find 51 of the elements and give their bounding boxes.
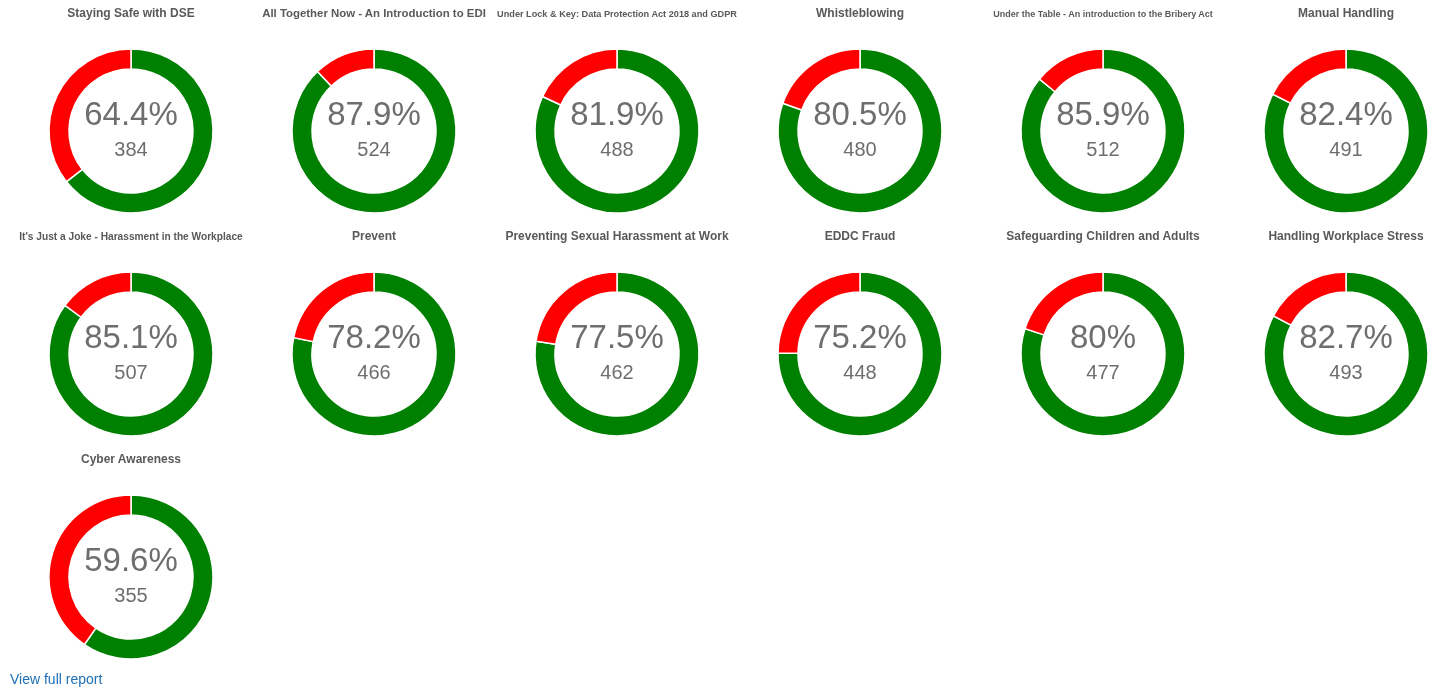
text: 64.4% bbox=[84, 95, 178, 132]
text: View full report bbox=[10, 671, 103, 687]
donut-slice bbox=[1020, 48, 1186, 214]
chart-title: Handling Workplace Stress bbox=[1268, 229, 1424, 243]
text: 78.2% bbox=[327, 318, 421, 355]
chart-title: All Together Now - An Introduction to EDI bbox=[262, 7, 486, 19]
text: 477 bbox=[1086, 361, 1120, 383]
donut-slice bbox=[534, 48, 700, 214]
chart-title: Under Lock & Key: Data Protection Act 2018 and GDPR bbox=[497, 9, 738, 19]
chart-title: It's Just a Joke - Harassment in the Workplace bbox=[19, 231, 244, 242]
donut-slice bbox=[534, 271, 700, 437]
text: 80% bbox=[1069, 318, 1137, 355]
text: 491 bbox=[1329, 138, 1363, 160]
chart-title: EDDC Fraud bbox=[824, 229, 896, 243]
text: 355 bbox=[114, 584, 148, 606]
donut-slice bbox=[1020, 271, 1186, 437]
text: 81.9% bbox=[570, 95, 664, 132]
text: 80.5% bbox=[813, 95, 907, 132]
donut-slice bbox=[291, 271, 457, 437]
text: 384 bbox=[114, 138, 148, 160]
donut-slice bbox=[777, 48, 943, 214]
text: 85.1% bbox=[84, 318, 178, 355]
text: 87.9% bbox=[327, 95, 421, 132]
text: 448 bbox=[843, 361, 877, 383]
chart-title: Prevent bbox=[351, 229, 397, 243]
text: 82.4% bbox=[1299, 95, 1393, 132]
text: 524 bbox=[357, 138, 391, 160]
chart-title: Whistleblowing bbox=[816, 6, 904, 20]
chart-title: Staying Safe with DSE bbox=[67, 6, 195, 20]
donut-slice bbox=[1263, 271, 1429, 437]
donut-slice bbox=[1263, 48, 1429, 214]
donut-slice bbox=[48, 271, 214, 437]
text: 462 bbox=[600, 361, 634, 383]
text: 75.2% bbox=[813, 318, 907, 355]
text: 493 bbox=[1329, 361, 1363, 383]
donut-slice bbox=[291, 48, 457, 214]
text: 77.5% bbox=[570, 318, 664, 355]
chart-title: Cyber Awareness bbox=[80, 452, 182, 466]
text: 85.9% bbox=[1056, 95, 1150, 132]
chart-title: Preventing Sexual Harassment at Work bbox=[505, 229, 729, 243]
text: 507 bbox=[114, 361, 148, 383]
chart-title: Manual Handling bbox=[1298, 6, 1394, 20]
text: 59.6% bbox=[84, 541, 178, 578]
text: 466 bbox=[357, 361, 391, 383]
chart-title: Under the Table - An introduction to the Bribery Act bbox=[993, 9, 1213, 19]
text: 480 bbox=[843, 138, 877, 160]
text: 512 bbox=[1086, 138, 1120, 160]
donut-slice bbox=[777, 271, 943, 437]
text: 82.7% bbox=[1299, 318, 1393, 355]
chart-title: Safeguarding Children and Adults bbox=[1006, 229, 1201, 243]
text: 488 bbox=[600, 138, 634, 160]
